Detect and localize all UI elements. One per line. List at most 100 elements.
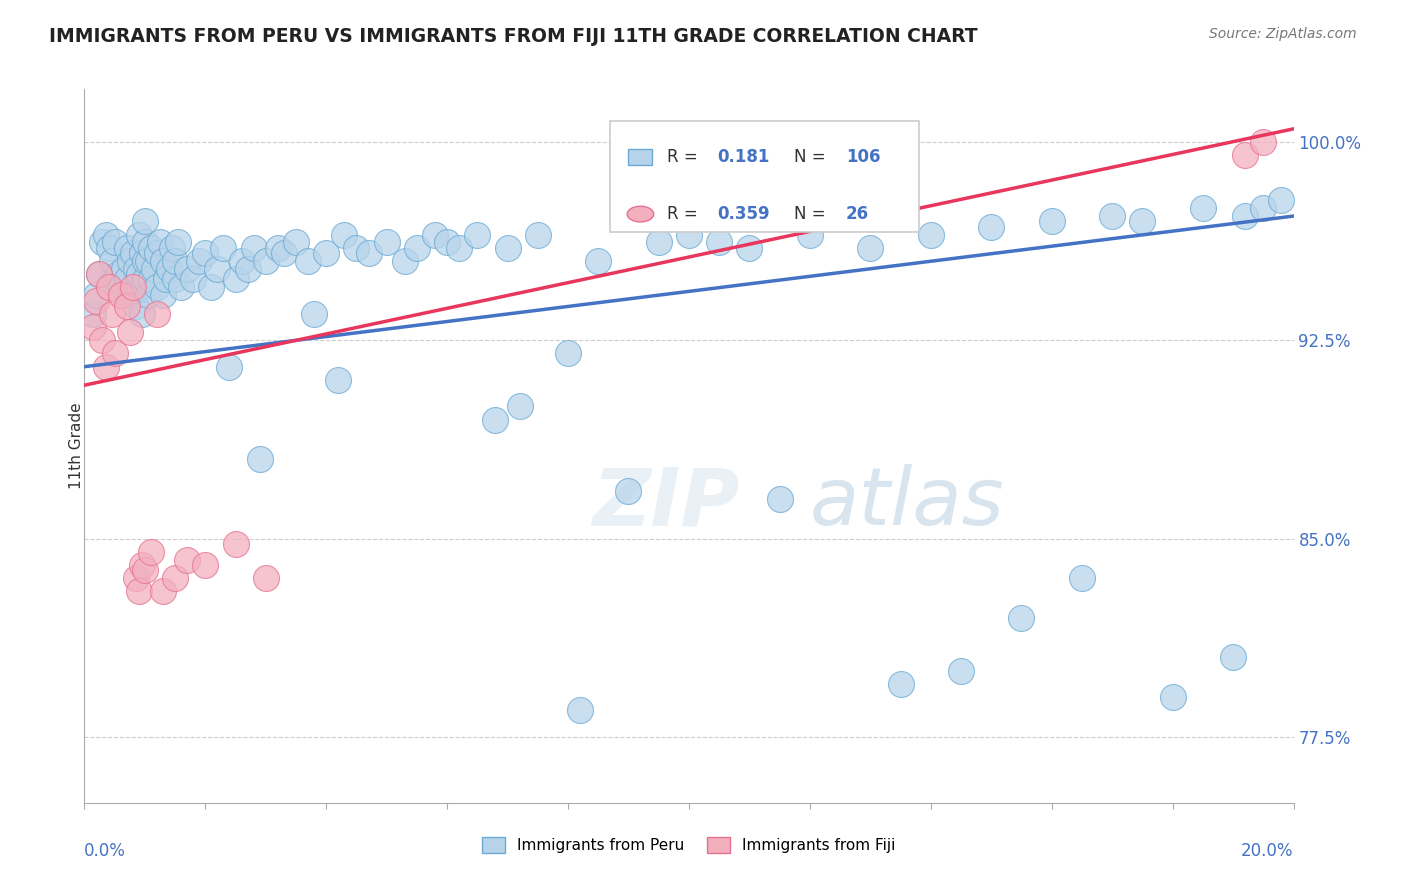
Point (149, 235, 172, 250)
Point (89, 267, 111, 281)
Point (139, 272, 162, 286)
Point (136, 254, 159, 268)
Point (496, 241, 519, 255)
Point (131, 246, 153, 260)
Point (139, 241, 162, 255)
Point (302, 307, 325, 321)
Point (254, 254, 277, 268)
Point (121, 280, 143, 294)
Point (1192, 201, 1215, 215)
Point (357, 246, 380, 260)
Text: R =: R = (666, 148, 703, 166)
Point (890, 677, 912, 691)
Point (136, 288, 159, 302)
FancyBboxPatch shape (628, 149, 652, 165)
Text: atlas: atlas (810, 464, 1005, 542)
Point (128, 584, 150, 599)
Point (165, 254, 187, 268)
Text: 20.0%: 20.0% (1241, 842, 1294, 860)
Point (194, 558, 217, 572)
Point (97, 241, 120, 255)
Point (267, 241, 290, 255)
Text: 0.181: 0.181 (717, 148, 770, 166)
Point (115, 272, 138, 286)
Text: ZIP: ZIP (592, 464, 740, 542)
Point (225, 272, 247, 286)
Point (236, 261, 259, 276)
Legend: Immigrants from Peru, Immigrants from Fiji: Immigrants from Peru, Immigrants from Fi… (475, 831, 903, 859)
Point (920, 227, 942, 242)
Point (131, 558, 153, 572)
Point (94, 359, 117, 374)
Point (212, 241, 235, 255)
Point (709, 235, 731, 250)
Point (139, 545, 162, 559)
Point (146, 307, 169, 321)
Point (406, 241, 429, 255)
Text: R =: R = (666, 205, 703, 223)
Point (125, 299, 148, 313)
Point (128, 267, 150, 281)
Point (242, 241, 264, 255)
Point (86, 293, 108, 308)
Point (254, 571, 277, 585)
Point (249, 452, 271, 467)
Point (333, 227, 356, 242)
Point (91, 235, 114, 250)
Point (152, 584, 174, 599)
Point (125, 571, 148, 585)
Point (273, 246, 295, 260)
Text: Source: ZipAtlas.com: Source: ZipAtlas.com (1209, 27, 1357, 41)
Point (115, 299, 138, 313)
Text: 0.359: 0.359 (717, 205, 770, 223)
Point (134, 254, 156, 268)
Point (115, 241, 138, 255)
Point (134, 272, 156, 286)
Point (509, 400, 531, 414)
Point (527, 227, 550, 242)
Point (467, 227, 489, 242)
Point (91, 333, 114, 347)
Point (110, 280, 132, 294)
Point (200, 280, 222, 294)
Point (218, 359, 240, 374)
Point (118, 254, 141, 268)
Point (134, 235, 156, 250)
Point (82, 307, 104, 321)
Point (125, 261, 148, 276)
Point (176, 552, 198, 566)
Point (799, 227, 821, 242)
Point (859, 241, 882, 255)
Point (104, 235, 127, 250)
Point (165, 272, 187, 286)
Point (89, 267, 111, 281)
Point (1071, 571, 1094, 585)
Circle shape (627, 206, 654, 222)
Point (94, 227, 117, 242)
Point (104, 346, 127, 360)
Point (176, 261, 198, 276)
Point (769, 491, 792, 506)
Point (950, 664, 973, 678)
Point (1234, 148, 1257, 162)
Point (1253, 135, 1275, 149)
Point (285, 235, 308, 250)
Point (1161, 690, 1184, 704)
Point (107, 267, 129, 281)
Point (1253, 201, 1275, 215)
Point (152, 254, 174, 268)
Point (557, 346, 579, 360)
Point (569, 703, 592, 717)
Point (131, 307, 153, 321)
Text: IMMIGRANTS FROM PERU VS IMMIGRANTS FROM FIJI 11TH GRADE CORRELATION CHART: IMMIGRANTS FROM PERU VS IMMIGRANTS FROM … (49, 27, 977, 45)
Point (97, 280, 120, 294)
Point (1011, 611, 1033, 625)
Point (134, 563, 156, 577)
Text: N =: N = (794, 205, 831, 223)
Point (328, 373, 350, 387)
Point (375, 235, 398, 250)
Point (194, 246, 217, 260)
Point (121, 246, 143, 260)
Point (1040, 214, 1063, 228)
Point (297, 254, 319, 268)
